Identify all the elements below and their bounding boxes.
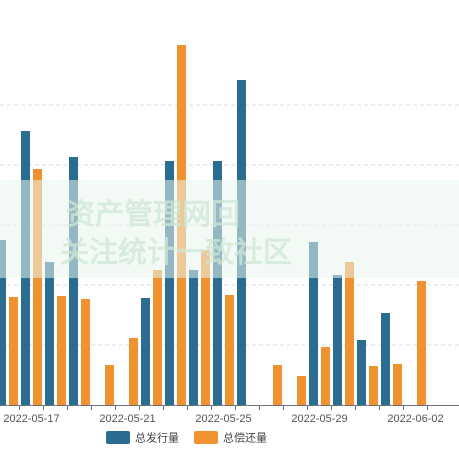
bar-issuance	[213, 161, 222, 405]
legend-label-issuance: 总发行量	[135, 431, 179, 445]
bar-repayment	[105, 365, 114, 405]
x-tick-label: 2022-05-25	[195, 413, 251, 425]
x-tick-label: 2022-05-29	[291, 413, 347, 425]
bar-issuance	[381, 313, 390, 405]
bar-repayment	[369, 366, 378, 405]
bar-issuance	[0, 240, 6, 405]
watermark-line-1: 资产管理网回	[66, 197, 240, 231]
bar-issuance	[189, 270, 198, 405]
bar-repayment	[321, 347, 330, 405]
legend-swatch-repayment	[194, 431, 218, 444]
bar-issuance	[69, 157, 78, 405]
bar-repayment	[417, 281, 426, 405]
bar-repayment	[297, 376, 306, 405]
x-tick-label: 2022-06-02	[387, 413, 443, 425]
legend-swatch-issuance	[106, 431, 130, 444]
bar-issuance	[45, 262, 54, 405]
bar-issuance	[165, 161, 174, 405]
bar-repayment	[225, 295, 234, 405]
legend: 总发行量 总偿还量	[106, 431, 267, 445]
bar-repayment	[393, 364, 402, 405]
watermark-line-2: 关注统计一致社区	[60, 235, 292, 269]
bar-repayment	[81, 299, 90, 405]
bar-repayment	[57, 296, 66, 405]
bar-repayment	[273, 365, 282, 405]
watermark-band	[0, 180, 459, 278]
watermark: 资产管理网回 关注统计一致社区	[0, 180, 459, 278]
bar-repayment	[345, 262, 354, 405]
bar-repayment	[33, 169, 42, 405]
x-tick-label: 2022-05-17	[3, 413, 59, 425]
bar-issuance	[333, 275, 342, 405]
legend-label-repayment: 总偿还量	[223, 431, 267, 445]
bar-issuance	[309, 242, 318, 405]
x-axis: 2022-05-17 2022-05-21 2022-05-25 2022-05-29…	[0, 405, 459, 425]
bar-issuance	[357, 340, 366, 405]
bar-repayment	[201, 250, 210, 405]
bar-repayment	[9, 297, 18, 405]
bar-repayment	[129, 338, 138, 405]
x-tick-label: 2022-05-21	[99, 413, 155, 425]
bar-repayment	[153, 270, 162, 405]
bar-issuance	[141, 298, 150, 405]
